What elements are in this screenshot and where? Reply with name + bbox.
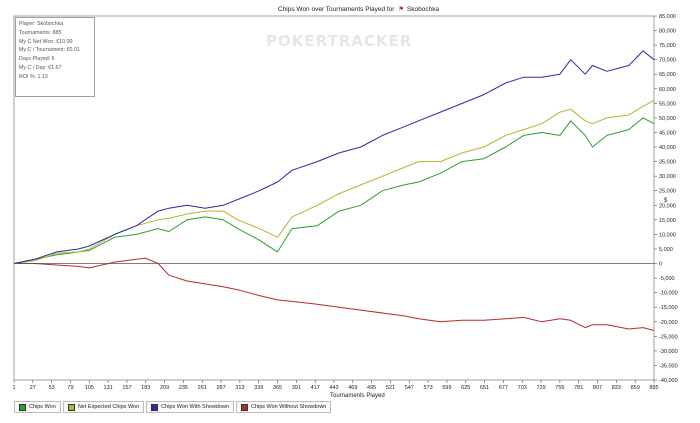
x-axis: 1 27 53 79 105 131 157 183 209 235 261 287 313 339 365… (12, 380, 659, 391)
player-flag-icon: ⚑ (398, 5, 404, 13)
legend-swatch-icon (67, 403, 75, 411)
x-axis-title: Tournaments Played (330, 393, 385, 399)
plot-area (13, 15, 655, 381)
y-tick-label: -25,000 (659, 334, 678, 340)
x-tick-label: 885 (649, 385, 658, 391)
legend-swatch-icon (19, 403, 26, 411)
y-tick-label: 25,000 (659, 189, 676, 195)
stats-tournaments: Tournaments: 885 (19, 29, 62, 36)
x-tick-label: 183 (141, 385, 150, 391)
y-tick-label: 60,000 (659, 87, 676, 93)
y-tick-label: -10,000 (659, 291, 678, 297)
x-tick-label: 79 (67, 385, 73, 391)
x-tick-label: 417 (311, 385, 320, 391)
x-tick-label: 469 (348, 385, 357, 391)
x-tick-label: 443 (329, 385, 338, 391)
series-line-chips-won-without-showdown (14, 257, 655, 331)
x-tick-label: 235 (179, 385, 188, 391)
x-tick-label: 547 (405, 385, 414, 391)
y-tick-label: 20,000 (659, 203, 676, 209)
x-tick-label: 625 (461, 385, 470, 391)
x-tick-label: 365 (273, 385, 282, 391)
x-tick-label: 261 (198, 385, 207, 391)
legend-item-chips-won[interactable]: Chips Won (14, 401, 61, 413)
x-tick-label: 729 (536, 385, 545, 391)
x-tick-label: 391 (292, 385, 301, 391)
chart-title: Chips Won over Tournaments Played for ⚑ … (278, 5, 439, 13)
y-tick-label: -20,000 (659, 320, 678, 326)
y-tick-label: 30,000 (659, 174, 676, 180)
y-tick-label: 35,000 (659, 160, 676, 166)
y-tick-label: 55,000 (659, 101, 676, 107)
x-tick-label: 859 (631, 385, 640, 391)
x-tick-label: 833 (612, 385, 621, 391)
stats-roi: ROI %: 1.13 (19, 73, 48, 80)
x-tick-label: 339 (254, 385, 263, 391)
legend-item-without-showdown[interactable]: Chips Won Without Showdown (235, 401, 332, 413)
x-tick-label: 131 (104, 385, 113, 391)
stats-per-day: My C / Day: €1.67 (19, 64, 62, 71)
x-tick-label: 781 (574, 385, 583, 391)
x-tick-label: 573 (424, 385, 433, 391)
y-tick-label: 10,000 (659, 232, 676, 238)
y-tick-label: 45,000 (659, 130, 676, 136)
y-tick-label: 40,000 (659, 145, 676, 151)
legend-swatch-icon (240, 403, 248, 411)
stats-per-tournament: My C / Tournament: €0.01 (19, 47, 80, 54)
legend-swatch-icon (151, 403, 159, 411)
x-tick-label: 53 (49, 385, 55, 391)
y-tick-label: 5,000 (659, 247, 673, 253)
x-tick-label: 313 (235, 385, 244, 391)
y-tick-label: 85,000 (659, 14, 676, 20)
y-tick-label: 80,000 (659, 29, 676, 35)
y-tick-label: 0 (659, 262, 662, 268)
x-tick-label: 287 (216, 385, 225, 391)
x-tick-label: 677 (499, 385, 508, 391)
y-tick-label: -15,000 (659, 305, 678, 311)
watermark-logo: POKERTRACKER (266, 32, 413, 50)
legend-label: Net Expected Chips Won (77, 404, 140, 410)
x-tick-label: 1 (12, 385, 15, 391)
x-tick-label: 599 (442, 385, 451, 391)
legend-label: Chips Won (29, 404, 56, 410)
x-tick-label: 807 (593, 385, 602, 391)
x-tick-label: 651 (480, 385, 489, 391)
series-layer (13, 50, 655, 331)
y-axis-dollar-icon: $ (664, 198, 668, 204)
stats-player: Player: Skobochka (19, 21, 64, 27)
y-tick-label: 75,000 (659, 43, 676, 49)
legend-item-with-showdown[interactable]: Chips Won With Showdown (146, 401, 234, 413)
y-tick-label: 65,000 (659, 72, 676, 78)
y-tick-label: -35,000 (659, 363, 678, 369)
x-tick-label: 209 (160, 385, 169, 391)
legend-label: Chips Won Without Showdown (250, 404, 327, 410)
x-tick-label: 703 (518, 385, 527, 391)
y-tick-label: -30,000 (659, 349, 678, 355)
stats-net-won: My C Net Won: €10.00 (19, 38, 73, 45)
y-tick-label: -5,000 (659, 276, 675, 282)
series-line-chips-won (13, 117, 655, 264)
y-axis: -40,000 -35,000 -30,000 -25,000 -20,000 -15,0… (654, 14, 678, 384)
x-tick-label: 521 (386, 385, 395, 391)
x-tick-label: 755 (555, 385, 564, 391)
series-line-chips-won-with-showdown (13, 50, 655, 264)
x-tick-label: 157 (122, 385, 131, 391)
x-tick-label: 27 (30, 385, 36, 391)
x-tick-label: 495 (367, 385, 376, 391)
legend: Chips Won Net Expected Chips Won Chips W… (14, 401, 333, 413)
y-tick-label: 50,000 (659, 116, 676, 122)
y-tick-label: -40,000 (659, 378, 678, 384)
stats-days-played: Days Played: 6 (19, 56, 55, 63)
y-tick-label: 15,000 (659, 218, 676, 224)
legend-item-net-expected[interactable]: Net Expected Chips Won (62, 401, 145, 413)
stats-box: Player: Skobochka Tournaments: 885 My C … (15, 17, 95, 97)
legend-label: Chips Won With Showdown (161, 404, 229, 410)
y-tick-label: 70,000 (659, 58, 676, 64)
x-tick-label: 105 (85, 385, 94, 391)
